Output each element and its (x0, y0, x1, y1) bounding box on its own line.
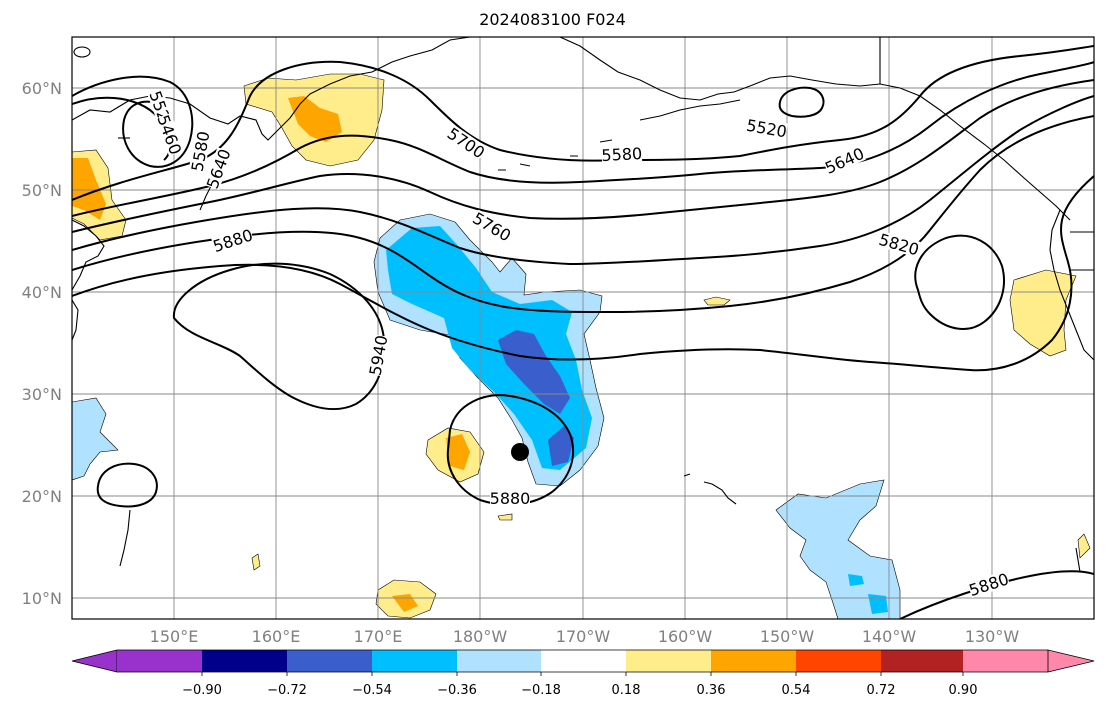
colorbar-tick-label: −0.72 (267, 683, 307, 698)
contour-label: 5640 (822, 144, 867, 178)
negative-anomaly-southeast-medium (848, 574, 888, 614)
svg-text:5880: 5880 (490, 489, 531, 508)
svg-text:5880: 5880 (211, 225, 256, 256)
contour-label: 5460 (153, 112, 185, 157)
colorbar-segment (117, 650, 202, 672)
negative-anomaly-dark-2 (548, 426, 574, 466)
negative-anomaly-dark (498, 330, 570, 414)
height-contours (72, 45, 1094, 619)
colorbar-segment (711, 650, 796, 672)
lon-label: 150°W (760, 627, 815, 646)
contour-label: 5880 (211, 225, 256, 256)
svg-text:5940: 5940 (366, 334, 392, 377)
colorbar-segment (541, 650, 626, 672)
contour-label: 5580 (601, 144, 643, 165)
storm-center-marker (511, 443, 529, 461)
longitude-labels: 150°E 160°E 170°E 180°W 170°W 160°W 150°… (150, 627, 1020, 646)
lat-label: 10°N (22, 589, 62, 608)
colorbar-tick-label: −0.90 (182, 683, 222, 698)
contour-label: 5940 (366, 334, 392, 377)
colorbar-tick-label: 0.18 (612, 683, 641, 698)
negative-anomaly-southeast (775, 479, 901, 619)
positive-anomaly-small (251, 296, 1091, 571)
colorbar-segment (372, 650, 457, 672)
lat-label: 40°N (22, 283, 62, 302)
shaded-fields (72, 73, 1091, 619)
contour-label: 5520 (745, 116, 788, 142)
svg-text:5460: 5460 (153, 112, 185, 157)
lon-label: 170°E (354, 627, 403, 646)
svg-text:5820: 5820 (877, 230, 921, 259)
map-area (72, 37, 1094, 619)
contour-label: 5820 (877, 230, 921, 259)
latitude-labels: 60°N 50°N 40°N 30°N 20°N 10°N (22, 79, 62, 608)
colorbar-segment (626, 650, 711, 672)
svg-text:5640: 5640 (822, 144, 867, 178)
contour-label: 5880 (967, 569, 1012, 600)
svg-text:5880: 5880 (967, 569, 1012, 600)
lon-label: 130°W (965, 627, 1020, 646)
colorbar-tick-label: −0.36 (437, 683, 477, 698)
lat-label: 20°N (22, 487, 62, 506)
colorbar-tick-label: 0.90 (949, 683, 978, 698)
contour-label: 5880 (490, 489, 531, 508)
svg-text:5520: 5520 (745, 116, 788, 142)
lat-label: 50°N (22, 181, 62, 200)
colorbar-segment (457, 650, 541, 672)
colorbar-tick-label: 0.36 (697, 683, 726, 698)
lat-label: 30°N (22, 385, 62, 404)
lat-label: 60°N (22, 79, 62, 98)
colorbar-segment (287, 650, 372, 672)
colorbar: −0.90 −0.72 −0.54 −0.36 −0.18 0.18 0.36 … (71, 649, 1095, 698)
lon-label: 140°W (862, 627, 917, 646)
negative-anomaly-west (72, 397, 119, 481)
positive-anomaly-south-orange (392, 594, 418, 612)
gridlines (72, 37, 1094, 619)
lon-label: 180°W (453, 627, 508, 646)
colorbar-extend-high (1047, 649, 1095, 673)
positive-anomaly-westedge-orange (72, 158, 106, 220)
lon-label: 160°E (252, 627, 301, 646)
map-frame (71, 36, 1095, 620)
colorbar-tick-label: 0.72 (867, 683, 896, 698)
positive-anomaly-northwest-orange (288, 96, 342, 142)
colorbar-tick-label: −0.18 (521, 683, 561, 698)
positive-anomaly-typhoon-orange (446, 434, 470, 470)
svg-text:5580: 5580 (601, 144, 643, 165)
colorbar-segment (796, 650, 881, 672)
colorbar-tick-label: −0.54 (352, 683, 392, 698)
colorbar-tick-label: 0.54 (782, 683, 811, 698)
map-title: 2024083100 F024 (479, 10, 626, 29)
positive-anomaly-east (1009, 269, 1077, 357)
lon-label: 150°E (150, 627, 199, 646)
colorbar-extend-low (71, 649, 118, 673)
svg-text:5700: 5700 (444, 124, 488, 163)
lon-label: 170°W (556, 627, 611, 646)
colorbar-segment (202, 650, 287, 672)
colorbar-ticks (201, 672, 964, 676)
colorbar-segment (881, 650, 963, 672)
colorbar-segment (963, 650, 1048, 672)
lon-label: 160°W (658, 627, 713, 646)
contour-label: 5700 (444, 124, 488, 163)
